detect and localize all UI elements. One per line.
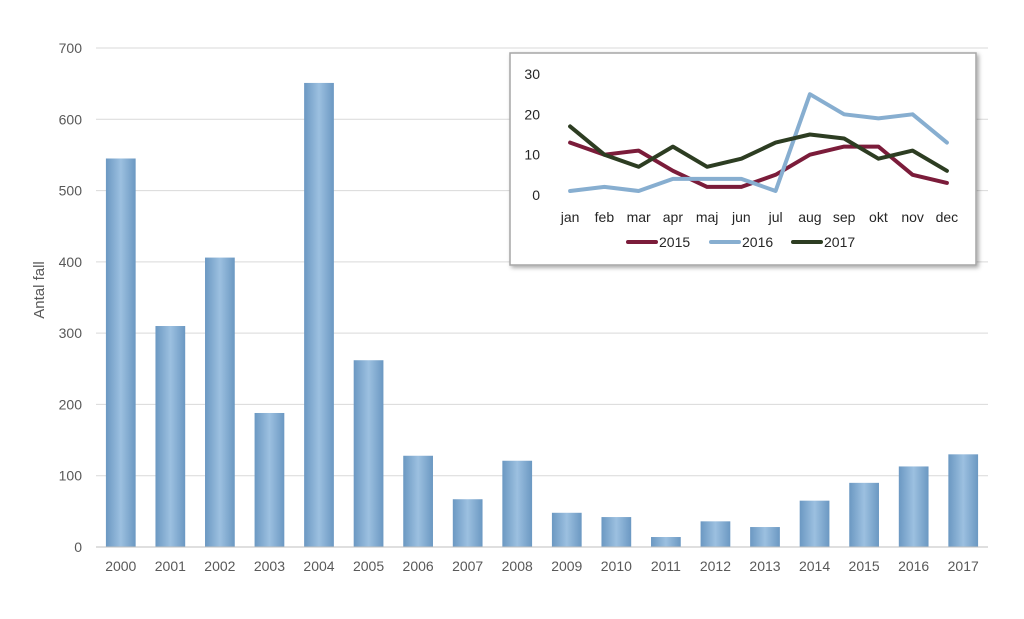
inset-x-tick-label: sep <box>833 209 856 225</box>
x-tick-label: 2009 <box>551 558 582 574</box>
x-tick-label: 2003 <box>254 558 285 574</box>
bar <box>254 412 285 547</box>
x-tick-label: 2016 <box>898 558 929 574</box>
bar <box>551 512 582 547</box>
bar <box>948 454 979 547</box>
bar <box>353 360 384 547</box>
inset-x-tick-label: jun <box>731 209 751 225</box>
bar <box>205 257 235 547</box>
x-tick-label: 2000 <box>105 558 136 574</box>
bar <box>898 466 929 547</box>
x-tick-label: 2010 <box>601 558 632 574</box>
y-tick-label: 500 <box>59 183 83 199</box>
x-tick-label: 2005 <box>353 558 384 574</box>
x-tick-label: 2004 <box>303 558 334 574</box>
legend-label: 2015 <box>659 234 690 250</box>
x-tick-label: 2011 <box>651 558 681 574</box>
inset-y-tick-label: 30 <box>524 66 540 82</box>
bar <box>849 482 879 547</box>
inset-x-tick-label: feb <box>595 209 615 225</box>
bar <box>304 82 334 548</box>
bar <box>601 517 632 547</box>
inset-x-tick-label: dec <box>936 209 959 225</box>
series-line-2015 <box>568 140 949 189</box>
x-tick-label: 2002 <box>204 558 235 574</box>
inset-x-tick-label: jan <box>560 209 580 225</box>
inset-y-tick-label: 10 <box>524 147 540 163</box>
bar <box>651 537 681 547</box>
bar <box>799 500 830 547</box>
y-tick-label: 200 <box>59 396 83 412</box>
inset-x-tick-label: mar <box>627 209 651 225</box>
y-tick-label: 400 <box>59 254 83 270</box>
x-tick-label: 2017 <box>948 558 979 574</box>
bar <box>750 527 780 547</box>
x-tick-label: 2014 <box>799 558 830 574</box>
y-axis-title: Antal fall <box>31 261 48 319</box>
bar <box>155 326 186 547</box>
y-tick-label: 300 <box>59 325 83 341</box>
inset-x-tick-label: jul <box>768 209 783 225</box>
inset-x-tick-label: apr <box>663 209 684 225</box>
x-tick-label: 2001 <box>155 558 186 574</box>
legend-label: 2016 <box>742 234 773 250</box>
inset-line-chart: 0 10 20 30 jan feb mar apr maj jun jul aug sep okt nov… <box>509 52 977 266</box>
x-tick-label: 2008 <box>502 558 533 574</box>
series-line-2016 <box>568 92 949 193</box>
bar <box>403 455 433 547</box>
inset-y-tick-label: 0 <box>532 187 540 203</box>
y-tick-label: 0 <box>74 539 82 555</box>
y-tick-label: 600 <box>59 111 83 127</box>
x-tick-label: 2006 <box>403 558 434 574</box>
bar <box>700 521 731 547</box>
main-bars <box>105 82 979 548</box>
inset-y-tick-label: 20 <box>524 106 540 122</box>
bar <box>452 499 483 547</box>
y-tick-label: 700 <box>59 40 83 56</box>
inset-x-tick-label: aug <box>798 209 821 225</box>
x-tick-label: 2012 <box>700 558 731 574</box>
legend-label: 2017 <box>824 234 855 250</box>
x-tick-label: 2013 <box>749 558 780 574</box>
series-line-2017 <box>568 124 949 173</box>
inset-x-tick-label: maj <box>696 209 719 225</box>
bar <box>502 460 533 547</box>
inset-x-tick-label: okt <box>869 209 888 225</box>
bar <box>105 158 136 547</box>
x-tick-label: 2015 <box>849 558 880 574</box>
y-tick-label: 100 <box>59 468 83 484</box>
inset-x-tick-label: nov <box>901 209 924 225</box>
x-tick-label: 2007 <box>452 558 483 574</box>
